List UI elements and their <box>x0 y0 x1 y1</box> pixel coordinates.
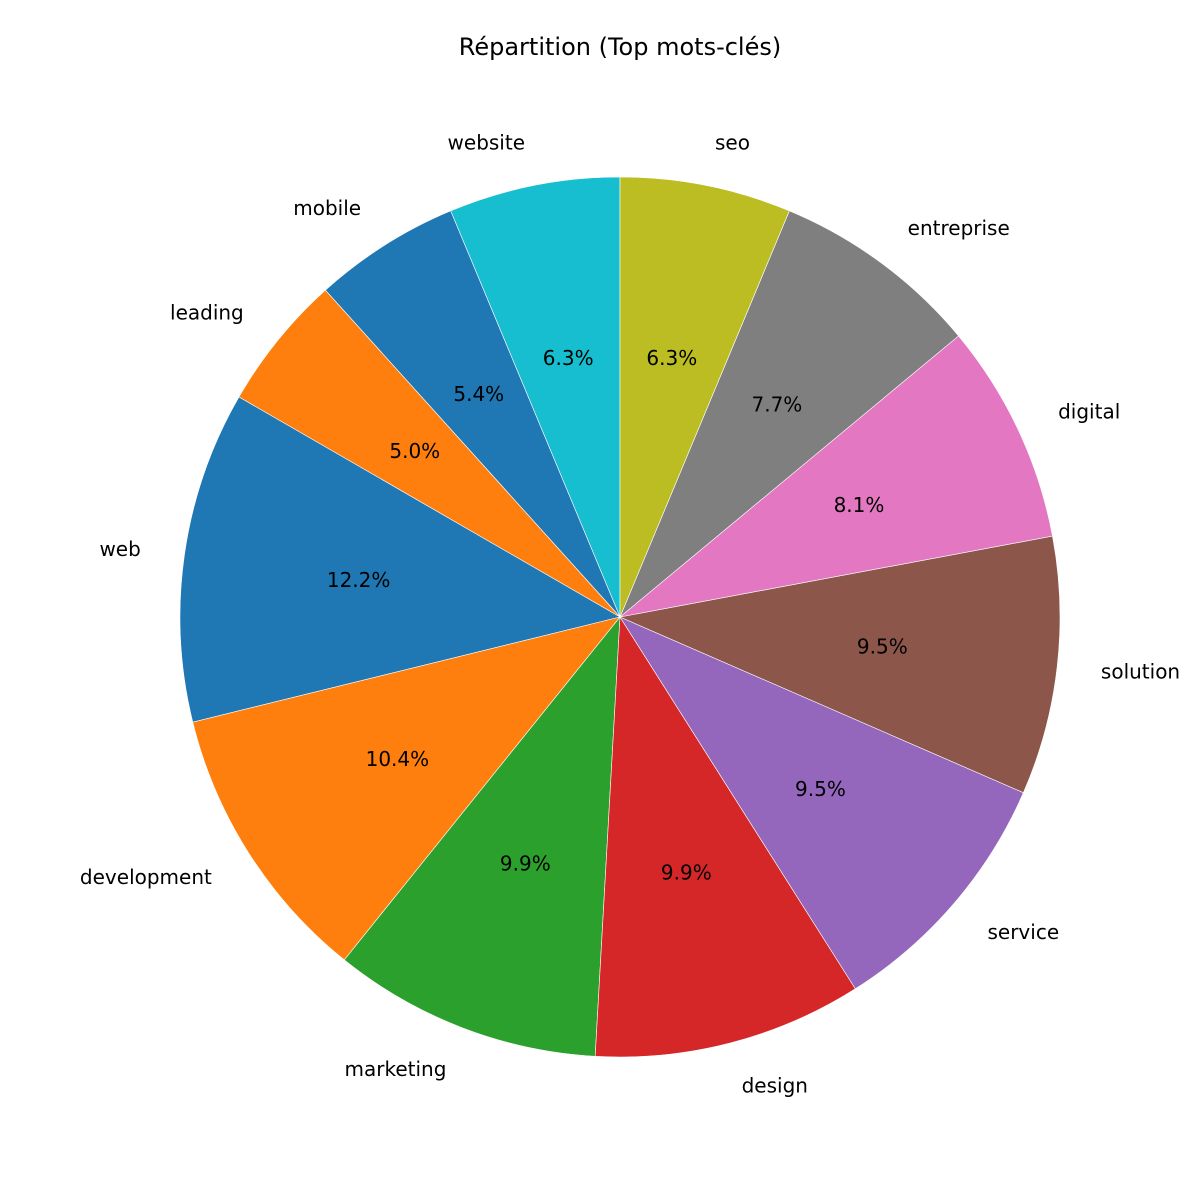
pie-slice-service <box>619 616 1024 990</box>
pie-label-service: service <box>987 920 1059 944</box>
pie-pct-label-design: 9.9% <box>661 861 712 885</box>
pie-slice-development <box>192 616 621 961</box>
pie-slice-web <box>179 396 621 723</box>
pie-label-entreprise: entreprise <box>908 216 1010 240</box>
pie-pct-label-seo: 6.3% <box>646 346 697 370</box>
pie-slice-seo <box>619 176 790 618</box>
pie-pct-label-mobile: 5.4% <box>453 382 504 406</box>
pie-slice-marketing <box>343 616 621 1057</box>
pie-pct-label-solution: 9.5% <box>857 635 908 659</box>
pie-label-seo: seo <box>715 130 750 154</box>
pie-slice-digital <box>618 335 1053 618</box>
pie-pct-label-website: 6.3% <box>543 346 594 370</box>
pie-pct-label-entreprise: 7.7% <box>752 393 803 417</box>
chart-title: Répartition (Top mots-clés) <box>459 33 781 61</box>
pie-pct-label-digital: 8.1% <box>834 493 885 517</box>
pie-pct-label-service: 9.5% <box>795 777 846 801</box>
pie-pct-label-web: 12.2% <box>327 568 391 592</box>
pie-slices <box>179 176 1061 1058</box>
pie-pct-label-marketing: 9.9% <box>500 851 551 875</box>
pie-slice-solution <box>618 535 1061 794</box>
pie-label-digital: digital <box>1058 399 1120 423</box>
pie-label-marketing: marketing <box>345 1057 447 1081</box>
pie-slice-website <box>450 176 621 618</box>
pie-labels: 6.3% website 5.4% mobile 5.0% leading 12.2% web… <box>80 130 1180 1097</box>
pie-label-web: web <box>99 537 140 561</box>
pie-label-leading: leading <box>170 301 244 325</box>
pie-slice-mobile <box>324 210 621 618</box>
pie-label-mobile: mobile <box>293 196 361 220</box>
pie-pct-label-development: 10.4% <box>366 747 430 771</box>
pie-label-development: development <box>80 865 212 889</box>
pie-label-design: design <box>742 1073 808 1097</box>
pie-pct-label-leading: 5.0% <box>389 439 440 463</box>
pie-label-solution: solution <box>1101 660 1180 684</box>
pie-slice-entreprise <box>619 210 959 618</box>
pie-slice-design <box>594 616 856 1058</box>
pie-label-website: website <box>448 130 525 154</box>
